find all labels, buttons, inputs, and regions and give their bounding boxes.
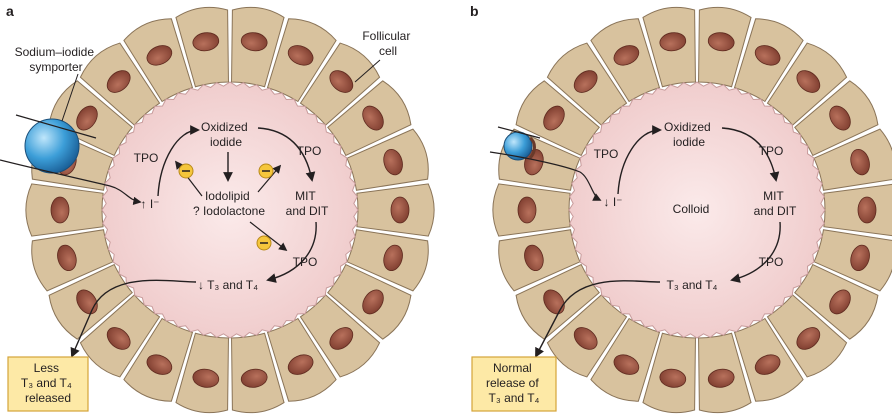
tpo-label-2-b: TPO [759, 144, 784, 158]
iodide-decrease-label: ↓ I⁻ [603, 195, 622, 209]
b-cell-nucleus [613, 354, 640, 375]
sodium-iodide-symporter-b [503, 131, 533, 161]
a-cell-nucleus [240, 32, 268, 52]
less-released-text: Less T₃ and T₄ released [21, 361, 75, 405]
panel-a: a Sodium–iodide symporter Follicular cel… [0, 3, 435, 414]
follicular-pointer [354, 59, 381, 83]
t3-t4-decrease-label: ↓ T₃ and T₄ [198, 278, 258, 292]
panel-a-letter: a [6, 3, 14, 19]
iodide-increase-label: ↑ I⁻ [140, 197, 159, 211]
symporter-pointer-a [61, 73, 79, 122]
a-cell-nucleus [50, 196, 70, 224]
b-cell-nucleus [659, 368, 687, 388]
b-cell-nucleus [796, 70, 821, 93]
a-cell-nucleus [329, 327, 354, 350]
inhibit-arrow-2 [257, 164, 282, 193]
follicular-cell-label: Follicular cell [362, 29, 413, 58]
iodide-uptake-arrow-a [0, 159, 142, 206]
release-arrow-b [535, 280, 661, 358]
b-cell-nucleus [543, 289, 565, 315]
colloid-label: Colloid [673, 202, 710, 216]
mit-dit-label-b: MIT and DIT [754, 189, 797, 218]
b-cell-nucleus [829, 105, 851, 131]
inhibit-arrow-3 [249, 221, 288, 252]
follicular-cells-ring-b [492, 6, 892, 414]
symporter-line-upper-a [15, 114, 97, 139]
b-cell-nucleus [707, 32, 735, 52]
b-cell-nucleus [659, 32, 687, 52]
a-cell-nucleus [76, 289, 98, 315]
a-cell-nucleus [287, 354, 314, 375]
inhibit-symbol-3 [256, 235, 272, 251]
symporter-label-a: Sodium–iodide symporter [15, 45, 98, 74]
release-arrow-a [70, 279, 197, 358]
mit-dit-label-a: MIT and DIT [286, 189, 329, 218]
a-cell-nucleus [329, 70, 354, 93]
panel-b-letter: b [470, 3, 479, 19]
t3-t4-label-b: T₃ and T₄ [667, 278, 718, 292]
a-cell-nucleus [362, 105, 384, 131]
tpo-label-1-a: TPO [134, 151, 159, 165]
tpo-label-1-b: TPO [594, 147, 619, 161]
a-cell-nucleus [76, 105, 98, 131]
b-cell-nucleus [573, 70, 598, 93]
a-cell-nucleus [146, 354, 173, 375]
symporter-ring-b [528, 136, 536, 160]
tpo-label-3-b: TPO [759, 255, 784, 269]
b-cell-nucleus [829, 289, 851, 315]
b-cell-nucleus [754, 354, 781, 375]
b-cell-nucleus [543, 105, 565, 131]
a-cell-nucleus [383, 244, 403, 272]
a-cell-nucleus [383, 148, 403, 176]
a-cell-nucleus [106, 327, 131, 350]
oxidized-to-mit-arrow-b [721, 127, 780, 182]
b-cell-nucleus [850, 244, 870, 272]
b-cell-nucleus [754, 45, 781, 66]
a-cell-nucleus [57, 244, 77, 272]
a-cell-nucleus [362, 289, 384, 315]
a-cell-nucleus [390, 196, 410, 224]
normal-release-box [471, 356, 557, 412]
iodide-uptake-arrow-b [489, 151, 602, 201]
mit-to-t3t4-arrow-b [730, 221, 781, 283]
b-cell-nucleus [524, 148, 544, 176]
b-cell-nucleus [707, 368, 735, 388]
b-cell-nucleus [796, 327, 821, 350]
less-released-box [7, 356, 89, 412]
b-cell-nucleus [850, 148, 870, 176]
inhibit-symbol-2 [258, 163, 274, 179]
a-cell-nucleus [287, 45, 314, 66]
oxidized-iodide-a: Oxidized iodide [201, 120, 251, 149]
b-cell-nucleus [524, 244, 544, 272]
colloid-lumen-a [101, 81, 359, 339]
normal-release-text: Normal release of T₃ and T₄ [486, 361, 542, 405]
b-cell-nucleus [517, 196, 537, 224]
iodolipid-label: Iodolipid ? Iodolactone [193, 189, 265, 218]
inhibit-symbol-1 [178, 163, 194, 179]
b-cell-nucleus [857, 196, 877, 224]
a-cell-nucleus [240, 368, 268, 388]
a-cell-nucleus [192, 32, 220, 52]
mit-to-t3t4-arrow-a [266, 221, 317, 283]
iodide-to-oxidized-arrow-b [617, 125, 662, 195]
follicular-cells-ring-a [25, 6, 435, 414]
panel-b: b TPO TPO TPO Oxidized iodide Colloid MI… [470, 3, 892, 414]
a-cell-nucleus [106, 70, 131, 93]
a-cell-nucleus [146, 45, 173, 66]
symporter-line-upper-b [497, 126, 541, 139]
a-cell-nucleus [192, 368, 220, 388]
oxidized-iodide-b: Oxidized iodide [664, 120, 714, 149]
b-cell-nucleus [573, 327, 598, 350]
sodium-iodide-symporter-a [24, 118, 80, 174]
b-cell-nucleus [613, 45, 640, 66]
oxidized-to-mit-arrow-a [257, 127, 316, 182]
iodide-to-oxidized-arrow-a [157, 125, 200, 197]
